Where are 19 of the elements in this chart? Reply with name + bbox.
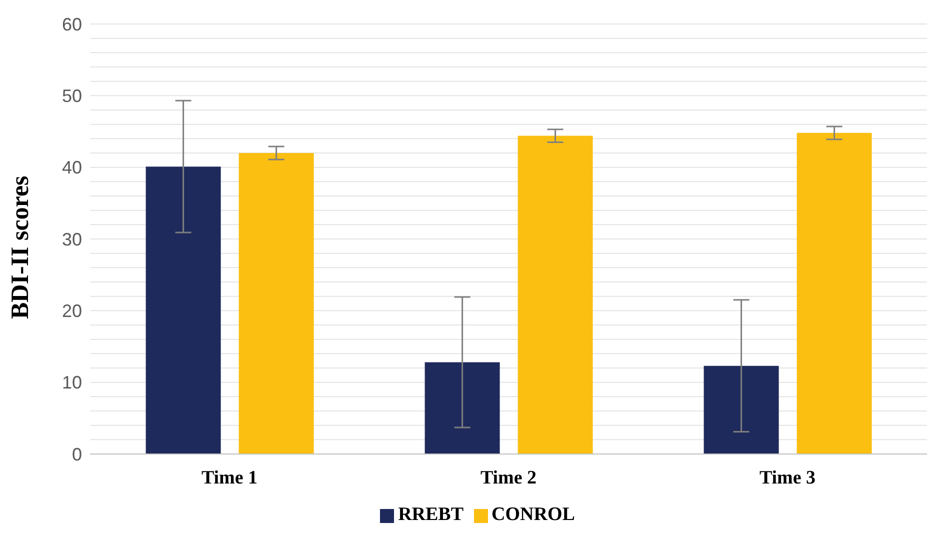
bar	[796, 132, 872, 454]
bar	[518, 136, 593, 454]
x-tick-label: Time 3	[759, 467, 816, 488]
y-tick-label: 60	[62, 14, 82, 34]
y-tick-label: 10	[62, 372, 82, 393]
legend-label: RREBT	[398, 504, 464, 525]
y-tick-label: 50	[62, 86, 82, 106]
y-axis-title: BDI-II scores	[6, 175, 34, 319]
bar	[704, 366, 779, 454]
y-tick-label: 40	[62, 158, 82, 178]
y-tick-label: 30	[62, 229, 82, 250]
bar	[146, 166, 221, 454]
x-tick-label: Time 2	[480, 467, 537, 488]
legend-label: CONROL	[492, 504, 575, 525]
bar	[424, 362, 500, 454]
bar	[238, 153, 314, 454]
y-tick-label: 0	[72, 444, 82, 464]
y-tick-label: 20	[62, 301, 82, 322]
x-tick-label: Time 1	[201, 467, 258, 488]
